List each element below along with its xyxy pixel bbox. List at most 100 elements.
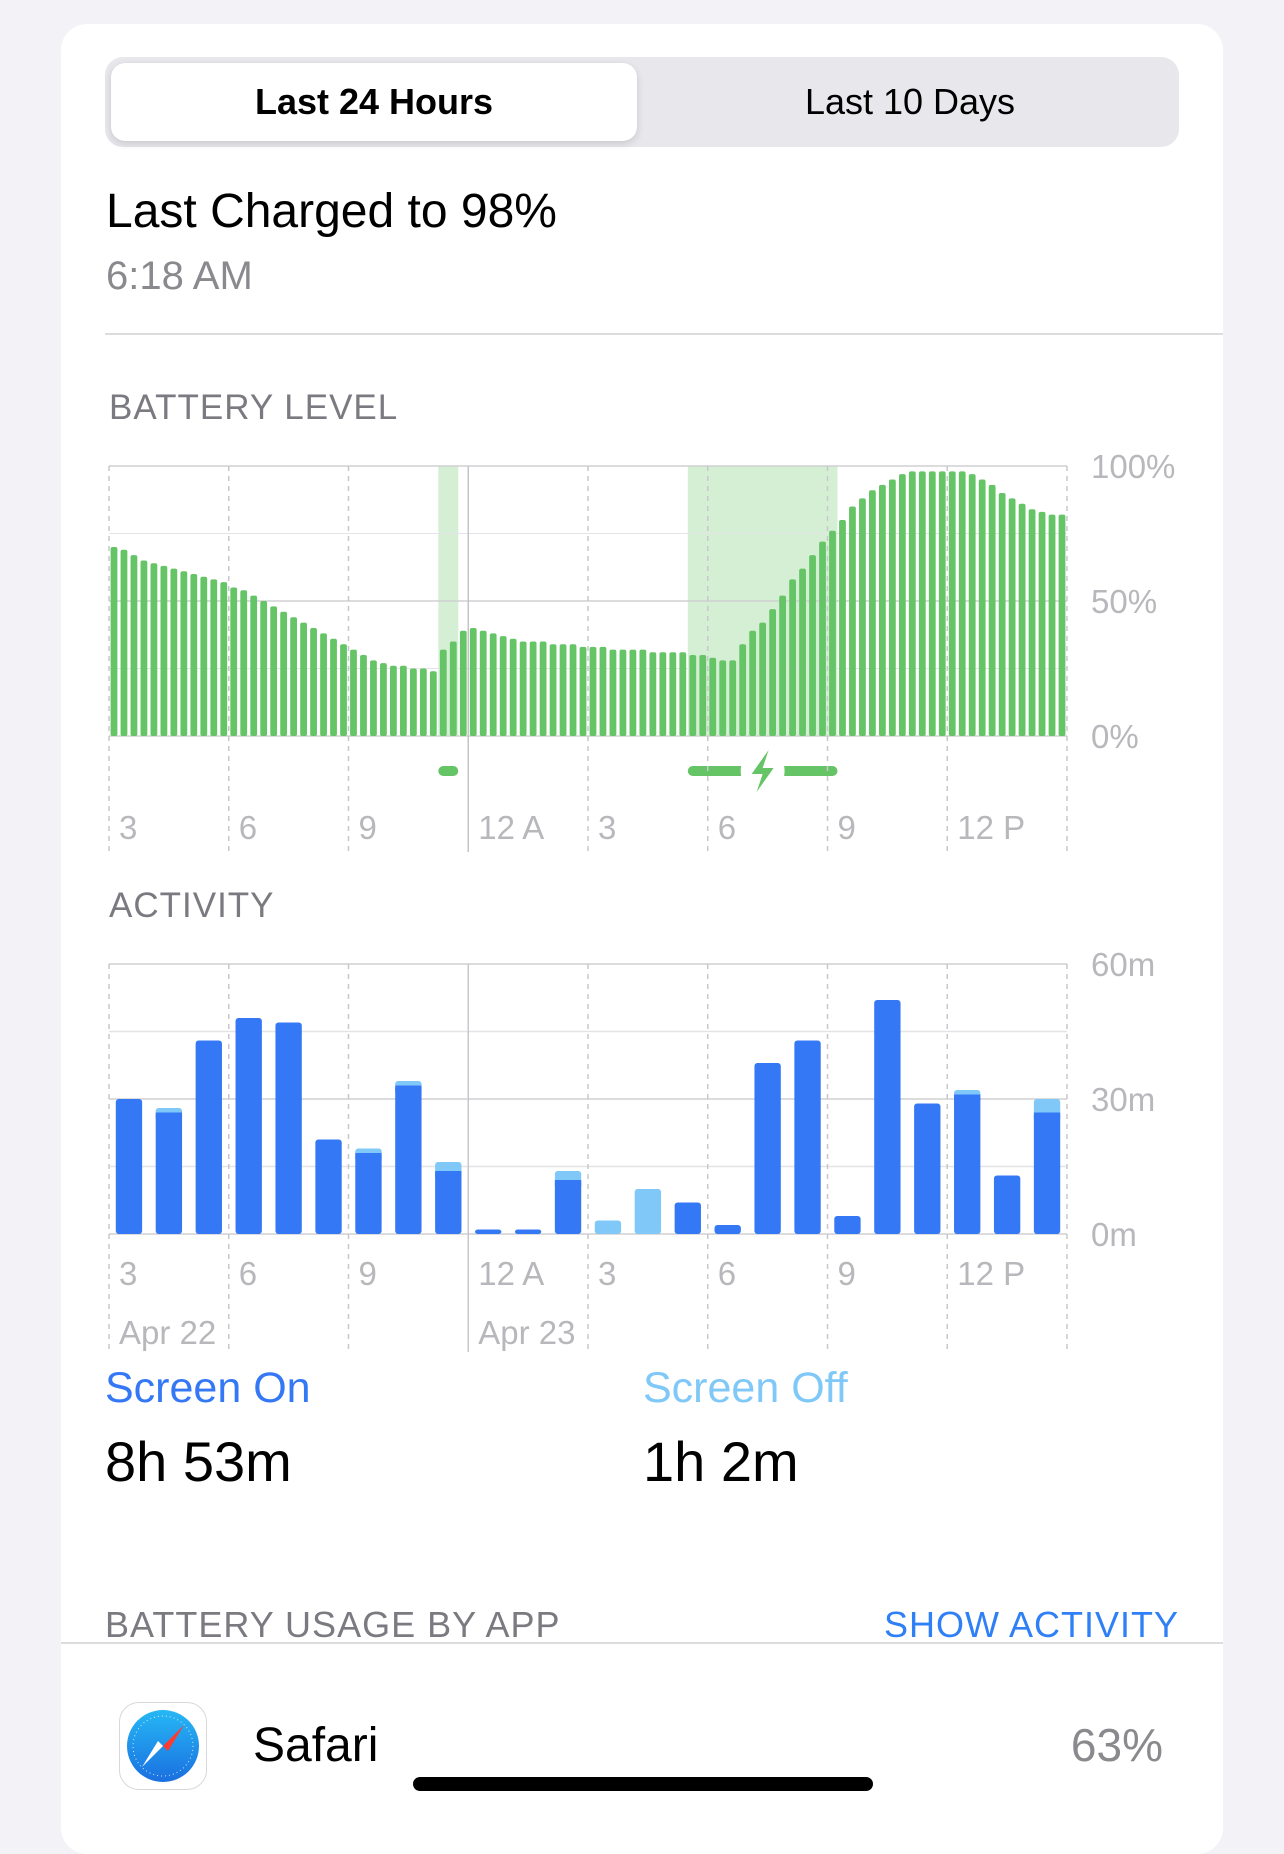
battery-bar: [260, 601, 268, 736]
battery-bar: [769, 609, 777, 736]
battery-bar: [559, 644, 567, 736]
battery-bar: [898, 474, 906, 736]
activity-x-tick-label: 6: [239, 1255, 257, 1292]
battery-bar: [290, 617, 298, 736]
screen-off-label: Screen Off: [643, 1364, 848, 1412]
app-battery-percent: 63%: [1070, 1719, 1163, 1771]
screen-on-bar: [435, 1171, 462, 1234]
battery-bar: [399, 665, 407, 736]
screen-on-bar: [275, 1022, 302, 1234]
battery-bar: [968, 474, 976, 736]
battery-bar: [449, 641, 457, 736]
battery-bar: [619, 649, 627, 736]
battery-y-tick-label: 0%: [1091, 718, 1139, 755]
screen-on-bar: [315, 1139, 342, 1234]
screen-on-bar-cap: [395, 1085, 422, 1092]
screen-on-value: 8h 53m: [105, 1430, 292, 1493]
battery-x-tick-label: 3: [598, 809, 616, 846]
battery-bar: [809, 555, 816, 736]
battery-bar: [958, 471, 966, 736]
screen-on-bar: [1033, 1112, 1061, 1234]
battery-bar: [869, 490, 876, 736]
battery-bar: [120, 549, 128, 736]
battery-bar: [829, 530, 836, 736]
battery-bar: [230, 587, 238, 736]
screen-on-bar: [514, 1229, 542, 1234]
last-charged-time: 6:18 AM: [106, 254, 253, 298]
battery-bar: [160, 565, 168, 736]
battery-x-tick-label: 6: [239, 809, 257, 846]
battery-bar: [709, 657, 717, 736]
battery-bar: [210, 579, 218, 736]
activity-x-tick-label: 6: [718, 1255, 736, 1292]
battery-bar: [360, 655, 367, 736]
screen-on-bar: [834, 1216, 861, 1234]
battery-bar: [479, 630, 487, 736]
battery-x-tick-label: 6: [718, 809, 736, 846]
screen-on-bar: [714, 1225, 741, 1234]
screen-on-bar-cap: [1033, 1112, 1061, 1119]
screen-on-bar-cap: [554, 1180, 582, 1186]
battery-bar: [1058, 514, 1066, 736]
activity-x-tick-label: 3: [119, 1255, 137, 1292]
screen-on-bar: [754, 1063, 781, 1234]
screen-on-bar: [874, 1000, 901, 1234]
battery-y-tick-label: 100%: [1091, 448, 1175, 485]
lightning-bolt-icon: [751, 750, 774, 792]
battery-bar: [180, 571, 188, 736]
battery-bar: [839, 520, 846, 736]
battery-x-tick-label: 9: [838, 809, 856, 846]
activity-x-tick-label: 9: [838, 1255, 856, 1292]
activity-y-tick-label: 60m: [1091, 946, 1155, 983]
battery-bar: [998, 493, 1006, 736]
battery-bar: [918, 471, 926, 736]
activity-label: ACTIVITY: [109, 886, 275, 925]
screen-on-bar: [554, 1180, 582, 1234]
battery-card: Last 24 Hours Last 10 Days Last Charged …: [61, 24, 1223, 1854]
screen-on-bar: [155, 1112, 183, 1234]
screen-on-bar: [954, 1094, 981, 1234]
app-row-safari[interactable]: Safari 63%: [61, 1670, 1223, 1826]
screen-on-bar: [993, 1175, 1021, 1234]
screen-off-value: 1h 2m: [643, 1430, 799, 1493]
battery-bar: [509, 638, 517, 736]
battery-bar: [779, 595, 786, 736]
battery-bar: [350, 649, 357, 736]
battery-bar: [948, 471, 956, 736]
battery-bar: [419, 668, 427, 736]
battery-bar: [719, 660, 727, 736]
battery-bar: [330, 638, 337, 736]
screen-on-label: Screen On: [105, 1364, 311, 1412]
screen-on-bar-cap: [155, 1112, 183, 1119]
battery-bar: [569, 644, 577, 736]
section-divider: [105, 333, 1223, 335]
battery-bar: [859, 498, 866, 736]
battery-bar: [250, 595, 258, 736]
battery-x-tick-label: 9: [359, 809, 377, 846]
screen-off-legend: Screen Off: [643, 1364, 848, 1413]
safari-compass-icon: [119, 1702, 207, 1790]
battery-bar: [579, 646, 587, 736]
battery-bar: [439, 649, 447, 736]
battery-bar: [469, 628, 477, 736]
battery-x-tick-label: 12 A: [478, 809, 544, 846]
battery-bar: [519, 641, 527, 736]
battery-bar: [200, 576, 208, 736]
battery-bar: [1008, 498, 1016, 736]
battery-bar: [729, 660, 737, 736]
battery-bar: [300, 622, 307, 736]
show-activity-button[interactable]: SHOW ACTIVITY: [883, 1604, 1179, 1645]
battery-bar: [739, 644, 747, 736]
segment-last-10-days[interactable]: Last 10 Days: [804, 81, 1016, 122]
screen-off-bar: [594, 1220, 622, 1234]
last-charged-title: Last Charged to 98%: [106, 185, 557, 238]
battery-bar: [170, 568, 178, 736]
activity-date-label: Apr 22: [119, 1314, 216, 1351]
battery-bar: [639, 649, 647, 736]
battery-x-tick-label: 3: [119, 809, 137, 846]
battery-bar: [390, 665, 397, 736]
battery-bar: [549, 644, 557, 736]
segment-last-24-hours[interactable]: Last 24 Hours: [111, 63, 637, 141]
battery-bar: [489, 633, 497, 736]
battery-bar: [320, 633, 327, 736]
